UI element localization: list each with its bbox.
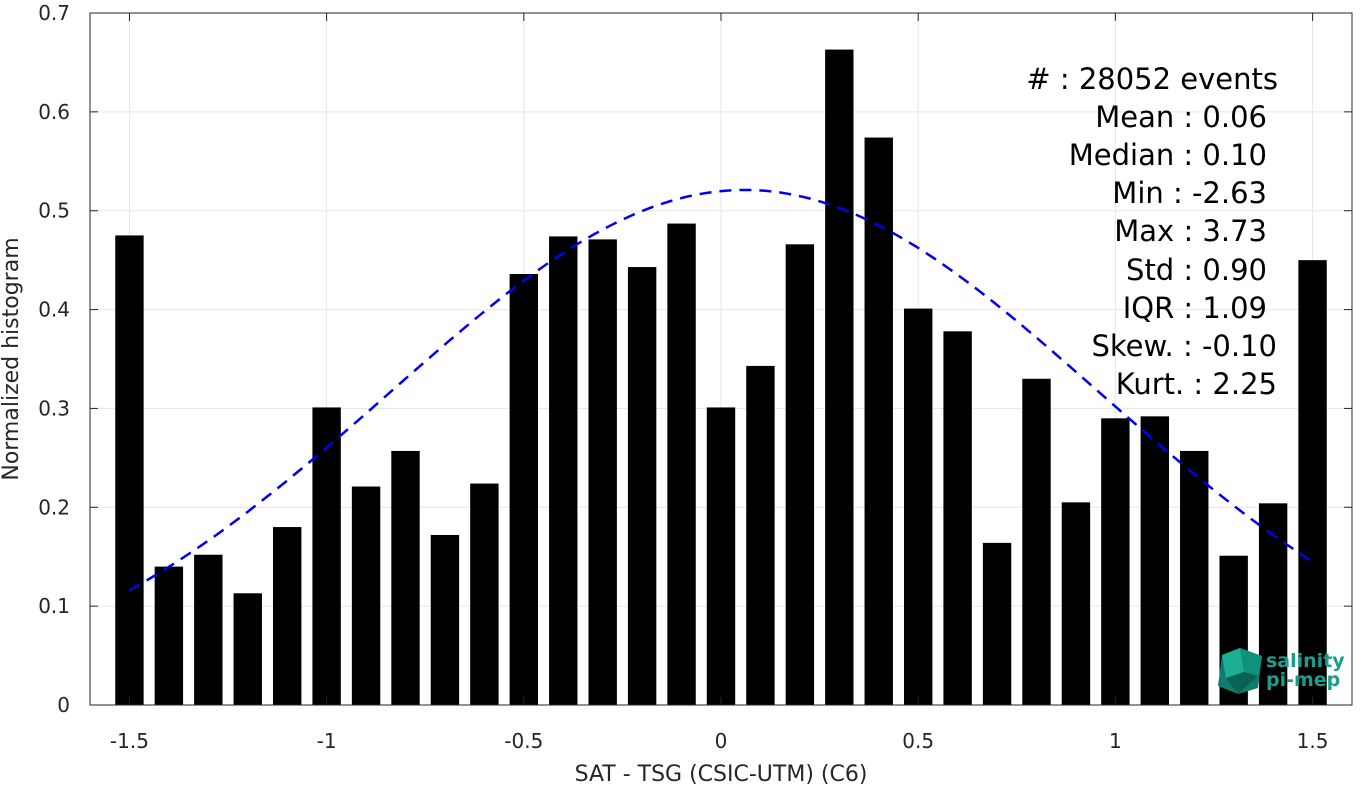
- gaussian-fit-curve: [128, 188, 1314, 592]
- histogram-bar: [667, 223, 696, 705]
- x-tick-label: -0.5: [504, 729, 543, 753]
- stat-line: # : 28052 events: [1026, 62, 1278, 96]
- histogram-bar: [312, 407, 341, 705]
- y-tick-label: 0.7: [38, 1, 70, 25]
- histogram-bar: [549, 236, 578, 705]
- histogram-bar: [194, 554, 223, 705]
- histogram-bar: [588, 239, 617, 705]
- x-tick-label: 0.5: [902, 729, 934, 753]
- histogram-bar: [115, 235, 144, 705]
- y-tick-label: 0.4: [38, 298, 70, 322]
- x-tick-label: 0: [715, 729, 728, 753]
- y-tick-labels: 0 0.1 0.2 0.3 0.4 0.5 0.6 0.7: [38, 1, 70, 717]
- histogram-bar: [1101, 418, 1130, 705]
- histogram-bar: [509, 273, 539, 705]
- histogram-bar: [1180, 450, 1209, 705]
- salinity-pimep-logo: salinity pi-mep: [1218, 648, 1345, 694]
- stat-line: Max : 3.73: [1114, 214, 1267, 248]
- stat-line: Kurt. : 2.25: [1116, 367, 1277, 401]
- x-tick-label: 1.5: [1297, 729, 1329, 753]
- logo-line-1: salinity: [1266, 650, 1345, 672]
- histogram-bar: [864, 137, 893, 705]
- x-tick-label: -1.5: [110, 729, 149, 753]
- y-tick-label: 0.3: [38, 396, 70, 420]
- stat-line: Std : 0.90: [1126, 253, 1267, 287]
- histogram-bar: [982, 542, 1012, 705]
- histogram-bar: [430, 534, 460, 705]
- histogram-bar: [391, 450, 420, 705]
- histogram-bar: [154, 566, 184, 705]
- logo-line-2: pi-mep: [1266, 669, 1340, 691]
- x-axis-title: SAT - TSG (CSIC-UTM) (C6): [575, 762, 868, 785]
- y-tick-label: 0.2: [38, 495, 70, 519]
- y-tick-label: 0.1: [38, 594, 70, 618]
- stat-line: Min : -2.63: [1112, 176, 1267, 210]
- histogram-bar: [903, 308, 933, 705]
- x-tick-label: -1: [317, 729, 337, 753]
- histogram-bar: [470, 483, 499, 705]
- histogram-bar: [1061, 502, 1091, 705]
- y-tick-label: 0.6: [38, 100, 70, 124]
- stats-annotation: # : 28052 events Mean : 0.06 Median : 0.10…: [1026, 62, 1278, 401]
- histogram-bar: [785, 244, 815, 705]
- histogram-bar: [1298, 260, 1327, 705]
- logo-mark-icon: [1218, 648, 1262, 694]
- stat-line: Mean : 0.06: [1095, 100, 1267, 134]
- histogram-bar: [825, 49, 854, 705]
- tick-marks: [90, 12, 1352, 706]
- y-axis-title: Normalized histogram: [0, 237, 24, 480]
- stat-line: Median : 0.10: [1069, 138, 1267, 172]
- stat-line: Skew. : -0.10: [1091, 329, 1277, 363]
- histogram-bar: [1022, 378, 1051, 705]
- histogram-bar: [746, 365, 775, 705]
- x-tick-label: 1: [1109, 729, 1122, 753]
- histogram-bar: [1140, 416, 1170, 705]
- histogram-bar: [233, 593, 262, 705]
- x-tick-labels: -1.5 -1 -0.5 0 0.5 1 1.5: [110, 729, 1329, 753]
- histogram-bar: [706, 407, 736, 705]
- histogram-bar: [1258, 503, 1288, 705]
- histogram-bar: [351, 486, 381, 705]
- y-tick-label: 0.5: [38, 199, 70, 223]
- stat-line: IQR : 1.09: [1123, 291, 1267, 325]
- y-tick-label: 0: [57, 693, 70, 717]
- histogram-bar: [272, 527, 302, 705]
- histogram-bar: [627, 267, 657, 705]
- bars: [115, 49, 1327, 705]
- histogram-bar: [943, 331, 972, 705]
